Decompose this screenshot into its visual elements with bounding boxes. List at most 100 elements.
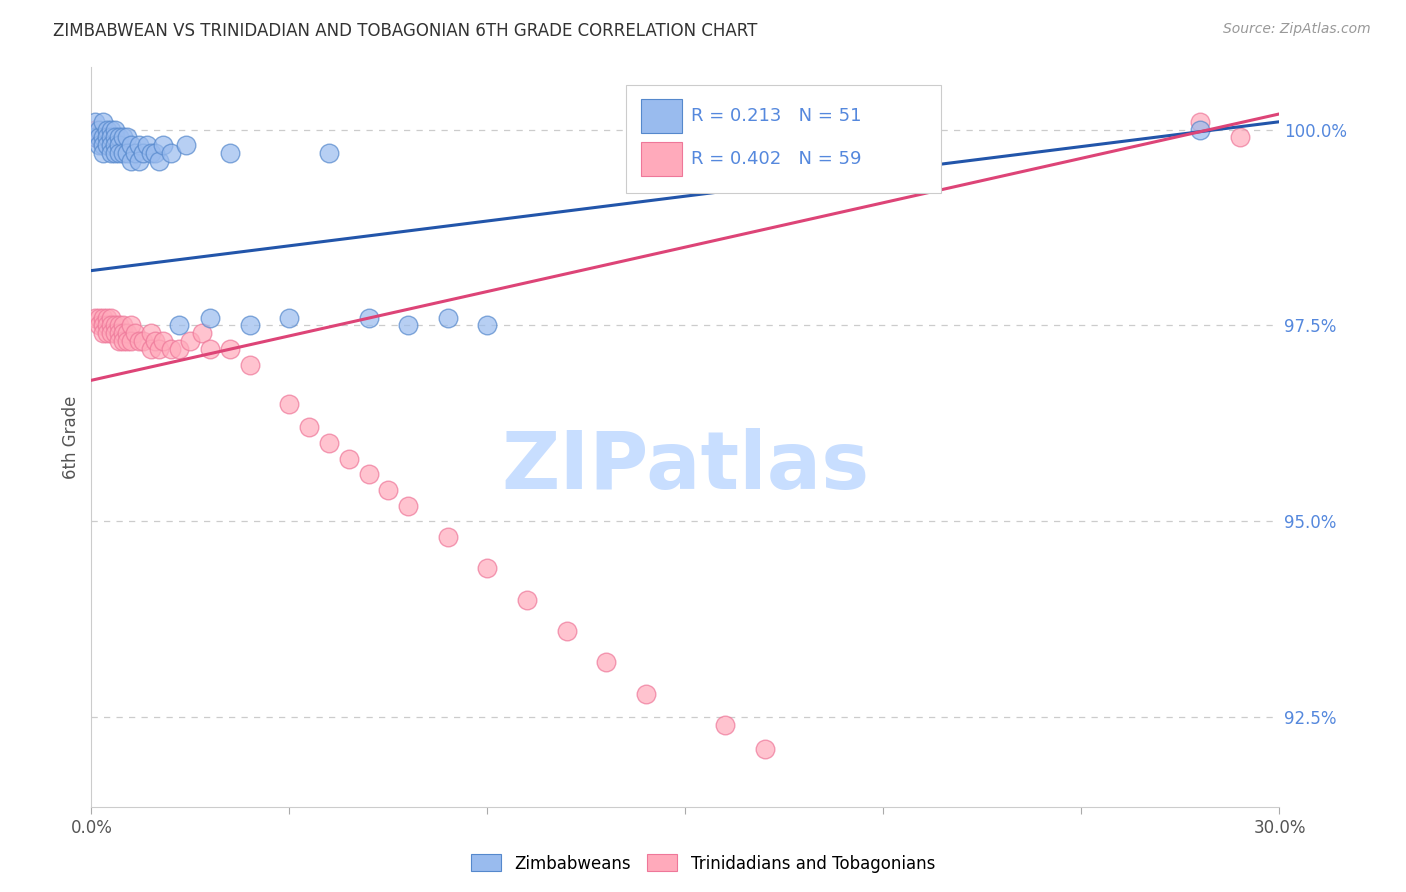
Text: R = 0.402   N = 59: R = 0.402 N = 59 bbox=[692, 150, 862, 168]
Point bbox=[139, 326, 162, 341]
Point bbox=[120, 138, 142, 153]
Point bbox=[239, 318, 262, 333]
Point bbox=[89, 310, 111, 325]
Point bbox=[112, 334, 135, 348]
Point bbox=[89, 130, 111, 145]
Point bbox=[108, 130, 131, 145]
Point bbox=[396, 318, 419, 333]
Point bbox=[1189, 114, 1212, 128]
Point bbox=[278, 310, 301, 325]
Point bbox=[239, 358, 262, 372]
Point bbox=[108, 334, 131, 348]
Point bbox=[595, 656, 617, 670]
Point bbox=[159, 146, 181, 161]
Point bbox=[152, 334, 174, 348]
Point bbox=[219, 146, 242, 161]
Point bbox=[96, 318, 118, 333]
Point bbox=[143, 146, 166, 161]
Point bbox=[278, 397, 301, 411]
Point bbox=[84, 122, 107, 136]
Point bbox=[115, 130, 138, 145]
Point bbox=[96, 310, 118, 325]
Point bbox=[104, 146, 127, 161]
Point bbox=[100, 310, 122, 325]
Point bbox=[84, 114, 107, 128]
Point bbox=[219, 342, 242, 356]
Point bbox=[337, 451, 360, 466]
Point bbox=[120, 318, 142, 333]
Point bbox=[108, 326, 131, 341]
Point bbox=[754, 741, 776, 756]
Point bbox=[91, 310, 114, 325]
Point bbox=[104, 130, 127, 145]
Point bbox=[132, 146, 155, 161]
Point bbox=[377, 483, 399, 497]
Point bbox=[115, 146, 138, 161]
Point bbox=[298, 420, 321, 434]
Point bbox=[100, 122, 122, 136]
Point bbox=[318, 436, 340, 450]
Point bbox=[396, 499, 419, 513]
Point bbox=[152, 138, 174, 153]
Point bbox=[135, 138, 157, 153]
Point bbox=[84, 310, 107, 325]
Point bbox=[139, 146, 162, 161]
Point bbox=[143, 334, 166, 348]
Point bbox=[96, 138, 118, 153]
Point bbox=[89, 130, 111, 145]
Point bbox=[104, 318, 127, 333]
Point bbox=[200, 342, 222, 356]
Point bbox=[128, 334, 150, 348]
Point bbox=[139, 342, 162, 356]
Point bbox=[128, 138, 150, 153]
Point bbox=[132, 334, 155, 348]
Point bbox=[91, 130, 114, 145]
Point bbox=[115, 326, 138, 341]
Point bbox=[148, 342, 170, 356]
Point bbox=[91, 138, 114, 153]
FancyBboxPatch shape bbox=[641, 142, 682, 176]
Point bbox=[124, 146, 146, 161]
Point bbox=[100, 130, 122, 145]
Point bbox=[104, 138, 127, 153]
Point bbox=[357, 467, 380, 482]
Point bbox=[555, 624, 578, 638]
Text: Source: ZipAtlas.com: Source: ZipAtlas.com bbox=[1223, 22, 1371, 37]
Point bbox=[115, 334, 138, 348]
Point bbox=[108, 138, 131, 153]
Point bbox=[1189, 122, 1212, 136]
Point bbox=[634, 687, 657, 701]
Legend: Zimbabweans, Trinidadians and Tobagonians: Zimbabweans, Trinidadians and Tobagonian… bbox=[464, 847, 942, 880]
FancyBboxPatch shape bbox=[626, 86, 941, 193]
Point bbox=[108, 146, 131, 161]
Point bbox=[176, 138, 198, 153]
FancyBboxPatch shape bbox=[641, 99, 682, 133]
Point bbox=[120, 153, 142, 168]
Point bbox=[100, 146, 122, 161]
Point bbox=[436, 310, 458, 325]
Point bbox=[477, 561, 499, 575]
Point bbox=[91, 114, 114, 128]
Text: R = 0.213   N = 51: R = 0.213 N = 51 bbox=[692, 107, 862, 125]
Point bbox=[318, 146, 340, 161]
Point bbox=[1229, 130, 1251, 145]
Y-axis label: 6th Grade: 6th Grade bbox=[62, 395, 80, 479]
Point bbox=[128, 153, 150, 168]
Point bbox=[96, 130, 118, 145]
Point bbox=[89, 122, 111, 136]
Point bbox=[516, 592, 538, 607]
Point bbox=[84, 130, 107, 145]
Point bbox=[96, 122, 118, 136]
Point bbox=[89, 318, 111, 333]
Point bbox=[357, 310, 380, 325]
Point bbox=[96, 326, 118, 341]
Point bbox=[179, 334, 201, 348]
Text: ZIMBABWEAN VS TRINIDADIAN AND TOBAGONIAN 6TH GRADE CORRELATION CHART: ZIMBABWEAN VS TRINIDADIAN AND TOBAGONIAN… bbox=[53, 22, 758, 40]
Point bbox=[112, 326, 135, 341]
Point bbox=[89, 138, 111, 153]
Point bbox=[120, 334, 142, 348]
Point bbox=[84, 130, 107, 145]
Point bbox=[191, 326, 214, 341]
Point bbox=[108, 318, 131, 333]
Point bbox=[104, 326, 127, 341]
